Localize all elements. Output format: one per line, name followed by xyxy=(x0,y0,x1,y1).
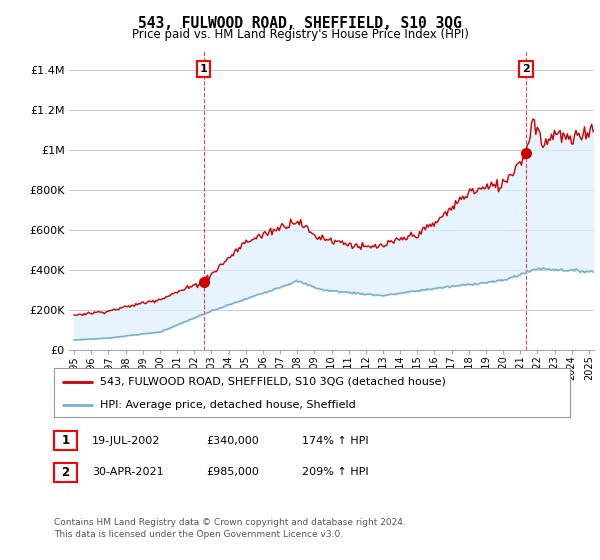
Text: Price paid vs. HM Land Registry's House Price Index (HPI): Price paid vs. HM Land Registry's House … xyxy=(131,28,469,41)
Text: 543, FULWOOD ROAD, SHEFFIELD, S10 3QG (detached house): 543, FULWOOD ROAD, SHEFFIELD, S10 3QG (d… xyxy=(100,377,446,387)
Text: 1: 1 xyxy=(61,434,70,447)
Text: 19-JUL-2002: 19-JUL-2002 xyxy=(92,436,160,446)
Text: £340,000: £340,000 xyxy=(206,436,259,446)
Text: 2: 2 xyxy=(61,465,70,479)
Text: Contains HM Land Registry data © Crown copyright and database right 2024.
This d: Contains HM Land Registry data © Crown c… xyxy=(54,518,406,539)
Text: 209% ↑ HPI: 209% ↑ HPI xyxy=(302,467,368,477)
Text: 1: 1 xyxy=(200,64,208,74)
Text: £985,000: £985,000 xyxy=(206,467,259,477)
Text: 543, FULWOOD ROAD, SHEFFIELD, S10 3QG: 543, FULWOOD ROAD, SHEFFIELD, S10 3QG xyxy=(138,16,462,31)
Text: HPI: Average price, detached house, Sheffield: HPI: Average price, detached house, Shef… xyxy=(100,400,356,410)
Text: 2: 2 xyxy=(522,64,530,74)
Text: 174% ↑ HPI: 174% ↑ HPI xyxy=(302,436,368,446)
Text: 30-APR-2021: 30-APR-2021 xyxy=(92,467,163,477)
